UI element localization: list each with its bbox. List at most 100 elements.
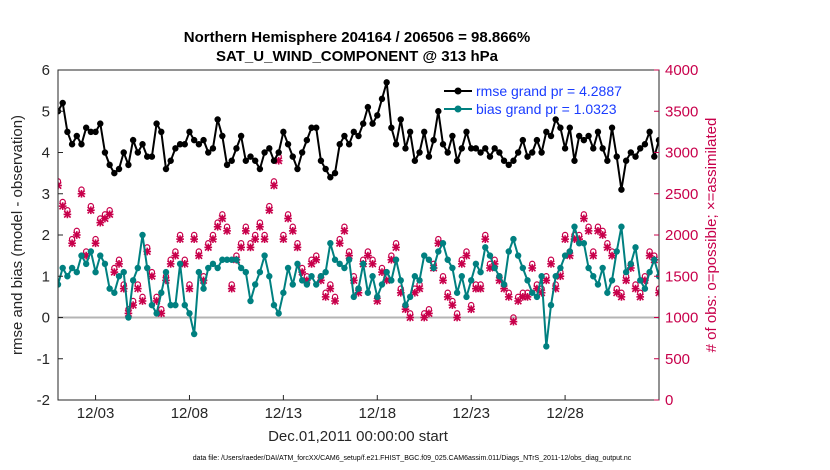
rmse-point bbox=[632, 153, 639, 160]
obs-assimilated-point bbox=[204, 243, 213, 252]
rmse-point bbox=[453, 157, 461, 164]
y-tick-label: 0 bbox=[42, 310, 50, 327]
rmse-point bbox=[590, 145, 597, 152]
bias-point bbox=[651, 256, 658, 263]
obs-assimilated-point bbox=[467, 305, 476, 314]
bias-point bbox=[341, 264, 348, 272]
obs-possible-point bbox=[694, 245, 699, 250]
bias-point bbox=[294, 260, 301, 268]
bias-series bbox=[58, 223, 742, 350]
obs-assimilated-point bbox=[115, 260, 123, 268]
rmse-point bbox=[561, 145, 569, 152]
obs-assimilated-point bbox=[77, 189, 86, 198]
rmse-point bbox=[378, 95, 386, 103]
rmse-point bbox=[496, 149, 503, 156]
bias-point bbox=[388, 277, 395, 284]
bias-point bbox=[599, 264, 606, 272]
rmse-point bbox=[651, 153, 658, 160]
bias-point bbox=[82, 260, 90, 268]
obs-assimilated-point bbox=[679, 289, 687, 297]
rmse-point bbox=[594, 128, 602, 136]
rmse-point bbox=[139, 141, 146, 148]
bias-point bbox=[529, 289, 536, 296]
obs-assimilated-point bbox=[368, 260, 377, 268]
bias-point bbox=[491, 264, 498, 272]
bias-point bbox=[252, 281, 259, 288]
rmse-point bbox=[327, 174, 334, 181]
bias-point bbox=[233, 256, 240, 263]
obs-assimilated-point bbox=[185, 284, 194, 293]
obs-assimilated-point bbox=[251, 235, 260, 243]
bias-point bbox=[543, 343, 550, 350]
obs-assimilated-point bbox=[237, 243, 245, 252]
obs-assimilated-point bbox=[721, 281, 729, 289]
rmse-point bbox=[298, 149, 306, 156]
rmse-point bbox=[228, 157, 235, 164]
rmse-point bbox=[336, 141, 343, 148]
obs-assimilated-point bbox=[148, 272, 156, 281]
obs-assimilated-point bbox=[87, 206, 95, 215]
rmse-point bbox=[153, 120, 160, 127]
bias-point bbox=[214, 264, 221, 272]
rmse-point bbox=[247, 153, 254, 160]
rmse-point bbox=[613, 153, 620, 160]
bias-point bbox=[397, 277, 404, 284]
x-axis-label: Dec.01,2011 00:00:00 start bbox=[268, 428, 449, 445]
bias-point bbox=[106, 285, 113, 292]
bias-point bbox=[510, 235, 517, 243]
x-tick-label: 12/18 bbox=[359, 405, 397, 422]
rmse-point bbox=[209, 145, 217, 152]
rmse-point bbox=[693, 137, 699, 143]
y-right-tick-label: 3000 bbox=[665, 145, 698, 162]
rmse-point bbox=[369, 120, 376, 127]
rmse-point bbox=[190, 136, 198, 144]
rmse-point bbox=[167, 157, 174, 164]
bias-point bbox=[172, 301, 179, 309]
bias-point bbox=[186, 310, 193, 317]
obs-assimilated-point bbox=[584, 227, 593, 235]
bias-point bbox=[402, 301, 409, 309]
rmse-point bbox=[181, 141, 188, 148]
bias-point bbox=[430, 264, 437, 272]
bias-point bbox=[242, 268, 250, 276]
chart-title: Northern Hemisphere 204164 / 206506 = 98… bbox=[184, 29, 530, 46]
bias-point bbox=[195, 268, 203, 276]
bias-point bbox=[406, 293, 414, 301]
obs-assimilated-point bbox=[443, 293, 452, 301]
rmse-point bbox=[364, 103, 372, 111]
rmse-point bbox=[172, 145, 179, 152]
obs-assimilated-point bbox=[265, 206, 274, 215]
obs-assimilated-point bbox=[448, 301, 457, 309]
bias-point bbox=[313, 281, 320, 288]
rmse-point bbox=[731, 125, 737, 131]
bias-point bbox=[449, 264, 456, 272]
bias-point bbox=[722, 232, 728, 238]
rmse-point bbox=[406, 128, 414, 136]
y-tick-label: 6 bbox=[42, 62, 50, 79]
bias-point bbox=[355, 285, 362, 292]
bias-point bbox=[59, 264, 66, 272]
rmse-point bbox=[205, 149, 212, 156]
obs-assimilated-point bbox=[133, 284, 142, 293]
bias-point bbox=[205, 264, 212, 272]
rmse-point bbox=[392, 141, 400, 148]
bias-point bbox=[736, 232, 742, 238]
bias-point bbox=[575, 240, 583, 247]
bias-point bbox=[219, 256, 226, 263]
rmse-point bbox=[500, 157, 508, 164]
rmse-point bbox=[599, 145, 606, 152]
obs-assimilated-point bbox=[528, 264, 537, 272]
obs-assimilated-point bbox=[58, 202, 67, 210]
bias-point bbox=[237, 264, 245, 272]
rmse-point bbox=[627, 149, 635, 156]
obs-assimilated-point bbox=[392, 243, 400, 252]
bias-point bbox=[200, 285, 207, 292]
obs-assimilated-point bbox=[227, 284, 236, 293]
obs-assimilated-point bbox=[434, 239, 443, 248]
bias-point bbox=[162, 268, 170, 276]
rmse-point bbox=[552, 116, 559, 123]
legend-rmse-marker bbox=[454, 87, 462, 95]
obs-possible-point bbox=[736, 397, 741, 402]
obs-assimilated-point bbox=[209, 235, 217, 243]
